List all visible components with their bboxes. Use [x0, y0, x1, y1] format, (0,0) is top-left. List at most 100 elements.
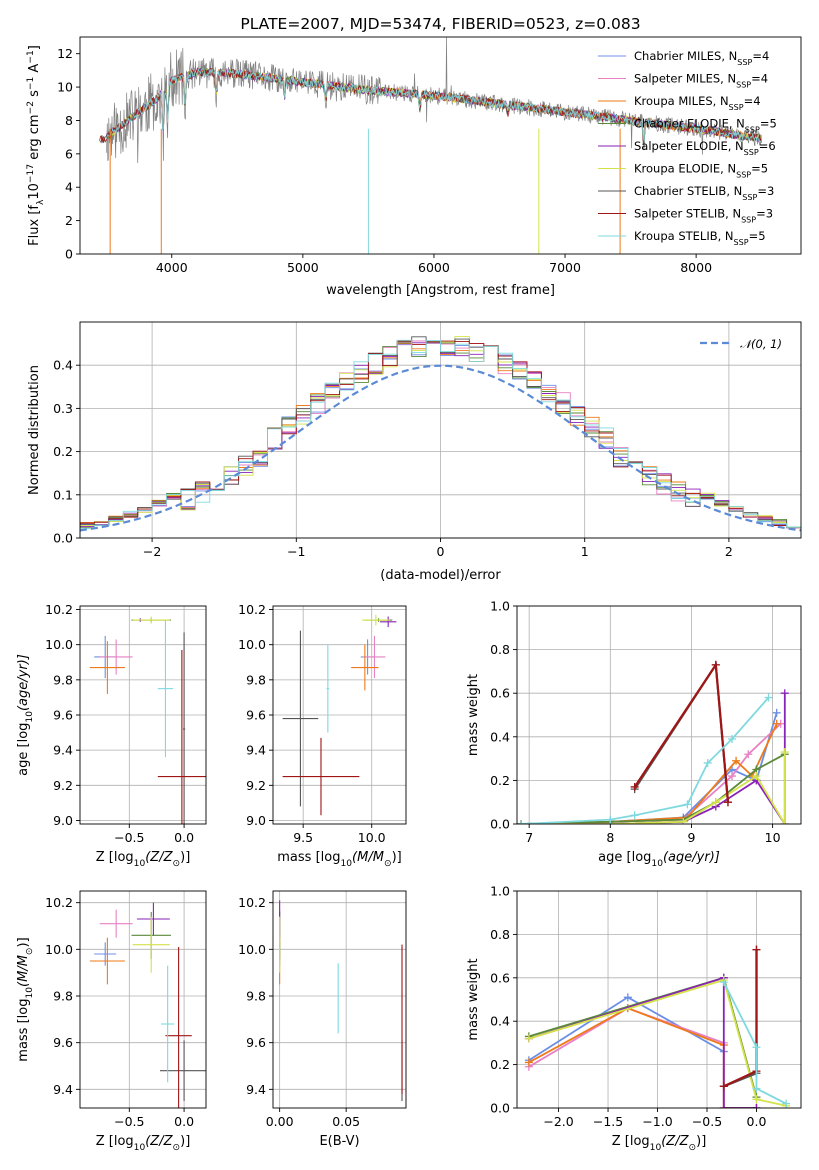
- x-tick-label: 6000: [418, 260, 450, 275]
- data-point: [630, 782, 639, 791]
- x-tick-label: 0.05: [332, 1114, 360, 1129]
- data-point: [772, 708, 781, 717]
- y-tick-label: 0.4: [490, 729, 510, 744]
- data-point: [719, 1104, 728, 1108]
- data-point: [752, 1095, 761, 1104]
- legend-entry: Kroupa MILES, NSSP=4: [634, 94, 761, 112]
- age-mass-panel-marks: [282, 614, 397, 816]
- weight-series: [524, 1004, 761, 1108]
- y-tick-label: 9.2: [246, 778, 266, 793]
- y-tick-label: 0.2: [490, 773, 510, 788]
- y-tick-label: 0.3: [53, 401, 73, 416]
- x-tick-label: −1.0: [642, 1114, 672, 1129]
- data-point: [517, 820, 526, 824]
- residual-panel-marks: [80, 336, 801, 538]
- y-tick-label: 2: [65, 213, 73, 228]
- x-tick-label: 0: [437, 544, 445, 559]
- y-tick-label: 0.0: [53, 531, 73, 546]
- y-tick-label: 9.6: [53, 1035, 73, 1050]
- data-point: [764, 693, 773, 702]
- error-bar: [165, 947, 192, 1108]
- y-tick-label: 9.8: [53, 672, 73, 687]
- y-tick-label: 6: [65, 146, 73, 161]
- x-tick-label: 0.00: [266, 1114, 294, 1129]
- series-line: [633, 661, 730, 803]
- mass-z-panel: −0.5 0.0 9.4 9.6 9.8 10.0 10.2 Z [log10(Z/Z⊙)] m…: [16, 890, 207, 1153]
- error-bar: [132, 916, 170, 973]
- data-point: [772, 719, 781, 728]
- y-tick-label: 10.2: [45, 602, 73, 617]
- data-point: [780, 820, 789, 824]
- x-axis-label: Z [log10(Z/Z⊙)]: [96, 1134, 191, 1153]
- data-point: [728, 734, 737, 743]
- series-line: [521, 753, 786, 824]
- age-mass-panel: 9.5 10.0 9.0 9.2 9.4 9.6 9.8 10.0 10.2 mass [log1…: [238, 602, 407, 869]
- mass-z-panel-marks: [89, 902, 206, 1108]
- data-point: [719, 1082, 728, 1091]
- y-axis-label: mass weight: [466, 958, 481, 1040]
- y-tick-label: 0.0: [490, 817, 510, 832]
- error-bar: [282, 737, 360, 816]
- data-point: [711, 660, 720, 669]
- error-bar: [282, 630, 319, 807]
- x-tick-label: 4000: [156, 260, 188, 275]
- y-tick-label: 10.0: [238, 637, 266, 652]
- y-tick-label: 9.4: [246, 743, 266, 758]
- y-tick-label: 9.6: [246, 1035, 266, 1050]
- y-tick-label: 9.4: [53, 1082, 73, 1097]
- y-tick-label: 0.6: [490, 686, 510, 701]
- axes-frame: [79, 890, 207, 1109]
- weight-z-panel: −2.0 −1.5 −1.0 −0.5 0.0 0.0 0.2 0.4 0.6 0.8 1.0 Z […: [466, 884, 802, 1153]
- y-axis-label: mass [log10(M/M⊙)]: [16, 937, 35, 1061]
- y-tick-label: 10.0: [238, 942, 266, 957]
- data-point: [723, 798, 732, 807]
- data-point: [683, 800, 692, 809]
- x-tick-label: 10.0: [358, 830, 386, 845]
- series-line: [723, 949, 758, 1088]
- series-line: [528, 1007, 757, 1108]
- axes-frame: [516, 605, 802, 825]
- x-tick-label: 8: [606, 830, 614, 845]
- y-tick-label: 4: [65, 180, 73, 195]
- legend-entry: Salpeter ELODIE, NSSP=6: [634, 139, 776, 157]
- y-tick-label: 1.0: [490, 599, 510, 614]
- y-tick-label: 10.2: [238, 602, 266, 617]
- age-z-panel: −0.5 0.0 9.0 9.2 9.4 9.6 9.8 10.0 10.2 Z [log10(Z…: [16, 602, 207, 869]
- x-tick-label: 2: [725, 544, 733, 559]
- error-bar: [326, 644, 330, 733]
- error-bar: [89, 937, 125, 985]
- x-tick-label: 10: [765, 830, 781, 845]
- y-tick-label: 9.4: [246, 1082, 266, 1097]
- x-axis-label: age [log10(age/yr)]: [598, 850, 720, 869]
- y-tick-label: 0.6: [490, 970, 510, 985]
- error-bar: [94, 942, 117, 966]
- y-tick-label: 10.0: [45, 942, 73, 957]
- y-tick-label: 9.8: [246, 672, 266, 687]
- x-tick-label: −2: [143, 544, 161, 559]
- age-z-panel-marks: [89, 616, 206, 824]
- x-tick-label: 8000: [680, 260, 712, 275]
- x-tick-label: −1.5: [593, 1114, 623, 1129]
- y-tick-label: 10.0: [45, 637, 73, 652]
- weight-series: [517, 693, 773, 824]
- error-bar: [89, 641, 125, 694]
- x-tick-label: −0.5: [114, 1114, 144, 1129]
- error-bar: [132, 616, 170, 624]
- data-point: [732, 756, 741, 765]
- y-tick-label: 0.4: [490, 1014, 510, 1029]
- data-point: [780, 748, 789, 757]
- legend-entry: 𝒩(0, 1): [740, 337, 782, 351]
- spectrum-legend: Chabrier MILES, NSSP=4 Salpeter MILES, NS…: [598, 49, 777, 247]
- error-bar: [363, 635, 386, 679]
- series-line: [521, 723, 778, 824]
- data-point: [780, 689, 789, 698]
- y-tick-label: 0: [65, 247, 73, 262]
- y-tick-label: 9.8: [246, 989, 266, 1004]
- series-line: [722, 981, 787, 1105]
- x-axis-label: wavelength [Angstrom, rest frame]: [326, 283, 555, 298]
- y-tick-label: 10.2: [45, 895, 73, 910]
- y-tick-label: 9.8: [53, 989, 73, 1004]
- y-tick-label: 0.1: [53, 487, 73, 502]
- axes-frame: [79, 36, 802, 255]
- error-bar: [136, 902, 170, 936]
